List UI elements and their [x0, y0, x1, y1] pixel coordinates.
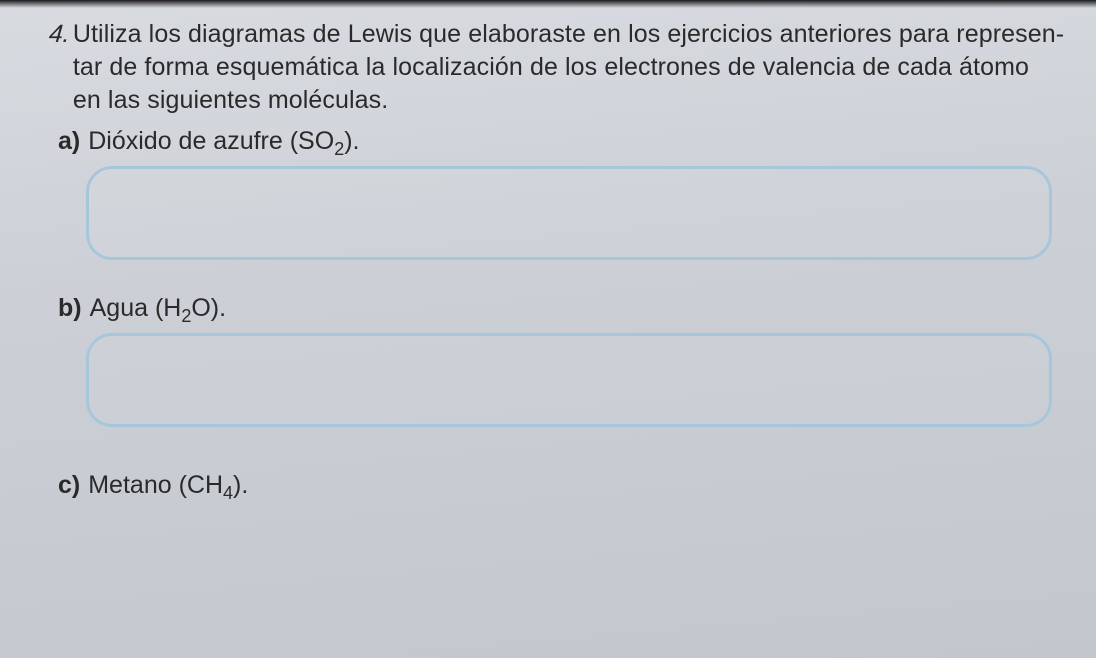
sub-c-post: ). [233, 471, 248, 499]
sub-text-b: Agua (H2O). [90, 294, 226, 323]
sub-a-pre: Dióxido de azufre (SO [88, 127, 334, 155]
sub-letter-b: b) [58, 294, 82, 323]
sub-letter-c: c) [58, 471, 80, 500]
question-number: 4. [42, 20, 71, 117]
sub-item-c: c) Metano (CH4). [58, 471, 1068, 500]
sub-text-a: Dióxido de azufre (SO2). [88, 127, 359, 156]
sub-b-subscript: 2 [181, 306, 191, 326]
page-top-shadow [0, 0, 1096, 8]
question-4: 4. Utiliza los diagramas de Lewis que el… [46, 18, 1068, 117]
sub-a-subscript: 2 [334, 139, 344, 159]
answer-box-b [86, 333, 1052, 427]
sub-b-post: O). [191, 294, 226, 322]
sub-c-subscript: 4 [223, 483, 233, 503]
sub-a-post: ). [344, 127, 359, 155]
answer-box-a [86, 166, 1052, 260]
sub-label-c: c) Metano (CH4). [58, 471, 1068, 500]
question-line-2: tar de forma esquemática la localización… [73, 53, 1029, 81]
sub-label-a: a) Dióxido de azufre (SO2). [58, 127, 1068, 156]
question-text: Utiliza los diagramas de Lewis que elabo… [73, 18, 1064, 117]
sub-item-a: a) Dióxido de azufre (SO2). [58, 127, 1068, 260]
sub-label-b: b) Agua (H2O). [58, 294, 1068, 323]
sub-item-b: b) Agua (H2O). [58, 294, 1068, 427]
question-line-1: Utiliza los diagramas de Lewis que elabo… [73, 20, 1064, 48]
sub-c-pre: Metano (CH [88, 471, 223, 499]
sub-text-c: Metano (CH4). [88, 471, 248, 500]
question-line-3: en las siguientes moléculas. [73, 86, 388, 114]
sub-letter-a: a) [58, 127, 80, 156]
sub-b-pre: Agua (H [90, 294, 182, 322]
